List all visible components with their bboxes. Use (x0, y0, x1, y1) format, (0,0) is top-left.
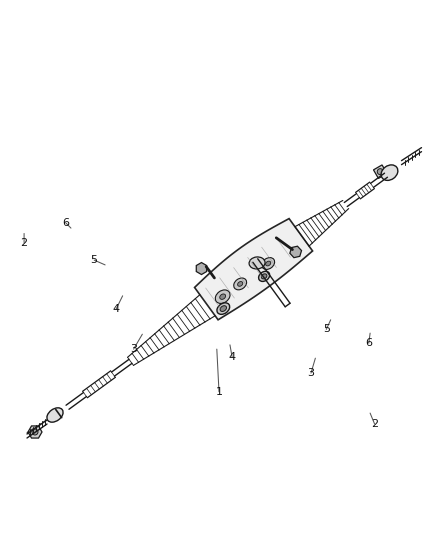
Text: 4: 4 (113, 304, 120, 314)
Ellipse shape (217, 303, 230, 314)
Text: 6: 6 (62, 218, 69, 228)
Ellipse shape (220, 294, 226, 300)
Ellipse shape (265, 261, 271, 266)
Ellipse shape (377, 168, 383, 175)
Text: 3: 3 (130, 344, 137, 354)
Ellipse shape (262, 257, 275, 269)
Text: 3: 3 (307, 368, 314, 378)
Ellipse shape (237, 281, 243, 286)
Ellipse shape (261, 274, 267, 279)
Ellipse shape (381, 165, 398, 180)
Text: 4: 4 (229, 352, 236, 362)
Text: 2: 2 (21, 238, 28, 247)
Polygon shape (194, 219, 313, 320)
Text: 5: 5 (91, 255, 98, 265)
Ellipse shape (249, 257, 265, 269)
Ellipse shape (215, 290, 230, 303)
Ellipse shape (258, 271, 270, 281)
Text: 5: 5 (323, 325, 330, 334)
Ellipse shape (234, 278, 247, 290)
Ellipse shape (220, 306, 226, 311)
Ellipse shape (32, 429, 38, 435)
Ellipse shape (47, 408, 63, 422)
Text: 1: 1 (215, 387, 223, 397)
Text: 6: 6 (365, 338, 372, 348)
Text: 2: 2 (371, 419, 378, 429)
